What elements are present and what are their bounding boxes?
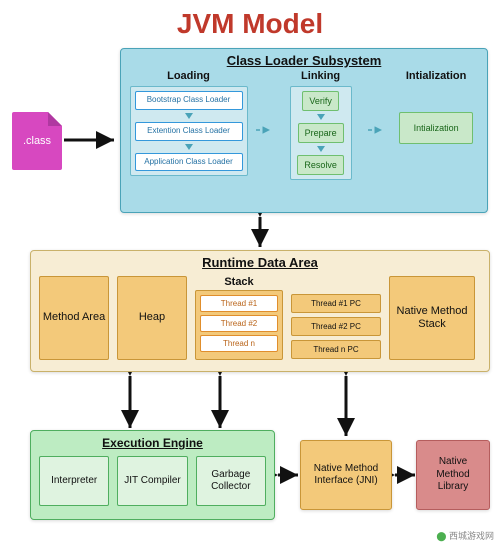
pc-2: Thread #2 PC <box>291 317 381 336</box>
arrow-rda-jni <box>336 372 356 440</box>
bootstrap-loader: Bootstrap Class Loader <box>135 91 243 110</box>
application-loader: Application Class Loader <box>135 153 243 172</box>
prepare-step: Prepare <box>298 123 344 143</box>
native-method-library: Native Method Library <box>416 440 490 510</box>
class-file-icon: .class <box>12 112 62 170</box>
pc-register-column: Thread #1 PC Thread #2 PC Thread n PC <box>291 276 381 360</box>
arrow-linking-to-init <box>368 124 386 136</box>
loading-label: Loading <box>167 70 210 82</box>
initialization-label: Intialization <box>406 70 467 82</box>
native-method-interface: Native Method Interface (JNI) <box>300 440 392 510</box>
stack-body: Thread #1 Thread #2 Thread n <box>195 290 283 360</box>
linking-column: Linking Verify Prepare Resolve <box>280 70 362 180</box>
resolve-step: Resolve <box>297 155 344 175</box>
interpreter: Interpreter <box>39 456 109 506</box>
watermark-text: 西城游戏网 <box>449 531 494 541</box>
arrow-ee-jni <box>275 465 301 485</box>
arrow-jni-lib <box>392 465 418 485</box>
mini-arrow-icon <box>185 144 193 150</box>
mini-arrow-icon <box>317 146 325 152</box>
class-loader-title: Class Loader Subsystem <box>121 49 487 68</box>
heap: Heap <box>117 276 187 360</box>
thread-n: Thread n <box>200 335 278 352</box>
mini-arrow-icon <box>317 114 325 120</box>
ee-title: Execution Engine <box>31 431 274 450</box>
arrow-rda-ee-right <box>210 372 230 432</box>
thread-1: Thread #1 <box>200 295 278 312</box>
arrow-rda-ee-left <box>120 372 140 432</box>
loading-stack: Bootstrap Class Loader Extention Class L… <box>130 86 248 176</box>
jit-compiler: JIT Compiler <box>117 456 187 506</box>
watermark: ⬤ 西城游戏网 <box>436 529 494 542</box>
mini-arrow-icon <box>185 113 193 119</box>
class-file-label: .class <box>23 135 51 147</box>
verify-step: Verify <box>302 91 339 111</box>
linking-label: Linking <box>301 70 340 82</box>
method-area: Method Area <box>39 276 109 360</box>
page-title: JVM Model <box>0 0 500 42</box>
rda-title: Runtime Data Area <box>31 251 489 270</box>
initialization-step: Intialization <box>399 112 473 144</box>
native-method-stack: Native Method Stack <box>389 276 475 360</box>
pc-n: Thread n PC <box>291 340 381 359</box>
garbage-collector: Garbage Collector <box>196 456 266 506</box>
linking-stack: Verify Prepare Resolve <box>290 86 352 180</box>
arrow-classfile-to-loader <box>62 130 122 150</box>
initialization-column: Intialization Intialization <box>391 70 481 144</box>
class-loader-subsystem: Class Loader Subsystem Loading Bootstrap… <box>120 48 488 213</box>
stack-column: Stack Thread #1 Thread #2 Thread n <box>195 276 283 360</box>
stack-label: Stack <box>195 276 283 288</box>
thread-2: Thread #2 <box>200 315 278 332</box>
arrow-cls-rda <box>250 213 270 251</box>
pc-1: Thread #1 PC <box>291 294 381 313</box>
loading-column: Loading Bootstrap Class Loader Extention… <box>127 70 250 176</box>
arrow-loading-to-linking <box>256 124 274 136</box>
extension-loader: Extention Class Loader <box>135 122 243 141</box>
runtime-data-area: Runtime Data Area Method Area Heap Stack… <box>30 250 490 372</box>
execution-engine: Execution Engine Interpreter JIT Compile… <box>30 430 275 520</box>
